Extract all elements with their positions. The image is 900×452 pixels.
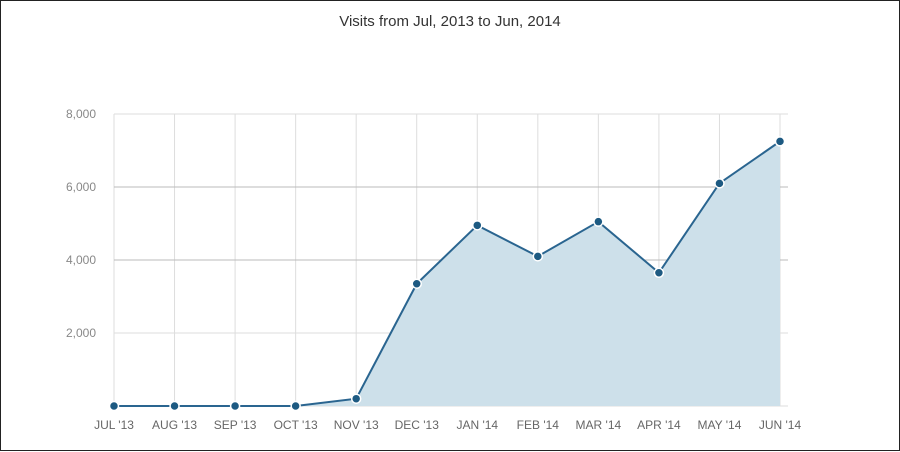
data-point <box>653 267 665 279</box>
x-tick-label: APR '14 <box>637 418 681 432</box>
data-point <box>350 393 362 404</box>
data-point <box>411 278 422 289</box>
data-point <box>714 178 725 189</box>
x-tick-label: JUN '14 <box>759 418 802 432</box>
x-tick-label: JUL '13 <box>94 418 134 432</box>
series-area <box>114 141 780 406</box>
x-tick-label: AUG '13 <box>152 418 197 432</box>
x-tick-label: JAN '14 <box>456 418 498 432</box>
y-tick-label: 6,000 <box>66 180 96 194</box>
series-line <box>114 140 781 407</box>
data-point <box>108 400 120 412</box>
data-point <box>229 400 241 412</box>
x-tick-label: MAR '14 <box>576 418 622 432</box>
x-tick-label: MAY '14 <box>698 418 742 432</box>
data-point <box>472 220 483 231</box>
y-tick-label: 2,000 <box>66 326 96 340</box>
y-tick-label: 4,000 <box>66 253 96 267</box>
x-tick-label: NOV '13 <box>334 418 379 432</box>
x-tick-label: SEP '13 <box>214 418 257 432</box>
data-point <box>290 400 301 412</box>
x-tick-label: DEC '13 <box>395 418 440 432</box>
data-point <box>169 400 180 412</box>
x-tick-label: FEB '14 <box>517 418 560 432</box>
x-tick-label: OCT '13 <box>274 418 318 432</box>
chart-title: Visits from Jul, 2013 to Jun, 2014 <box>339 13 561 30</box>
data-point <box>774 136 786 147</box>
data-point <box>593 216 604 227</box>
data-point <box>532 251 544 262</box>
y-tick-label: 8,000 <box>66 107 96 121</box>
